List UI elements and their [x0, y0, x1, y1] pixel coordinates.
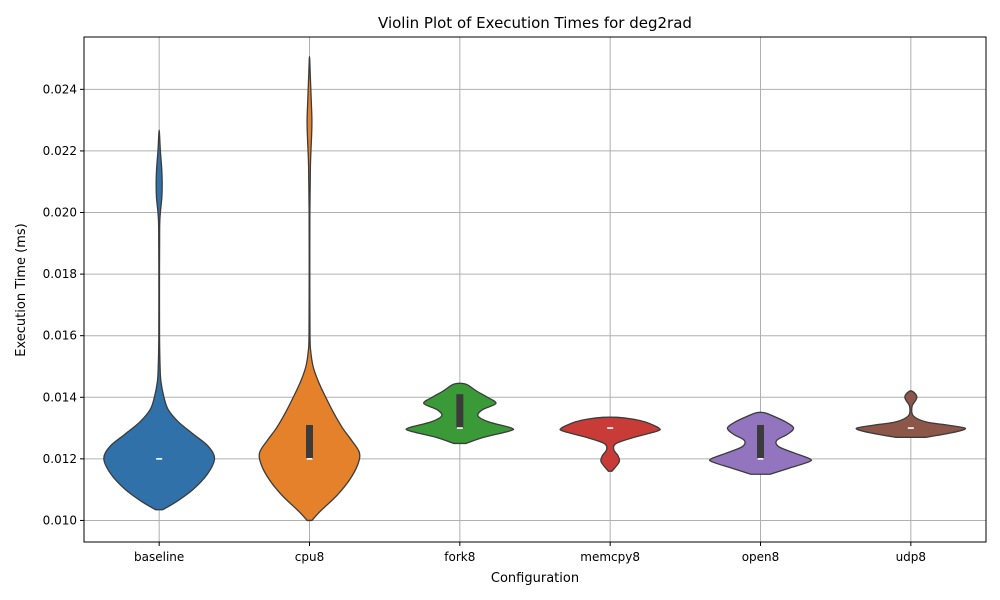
y-tick-label: 0.020	[43, 206, 77, 220]
plot-frame	[83, 36, 987, 543]
x-tick-label: memcpy8	[580, 550, 640, 564]
x-axis-label: Configuration	[491, 571, 579, 586]
iqr-box-cpu8	[306, 424, 313, 459]
y-tick-label: 0.022	[43, 144, 77, 158]
y-tick-label: 0.012	[43, 452, 77, 466]
iqr-box-fork8	[456, 394, 464, 429]
x-tick-label: cpu8	[295, 550, 324, 564]
y-tick-label: 0.018	[43, 267, 77, 281]
axis-ticks: 0.010 0.012 0.014 0.016 0.018 0.020 0.022 0.024…	[43, 82, 926, 564]
violin-memcpy8	[559, 416, 661, 472]
iqr-box-open8	[757, 424, 764, 459]
inner-boxes	[156, 394, 914, 460]
y-tick-label: 0.024	[43, 82, 77, 96]
y-tick-label: 0.014	[43, 390, 77, 404]
violin-cpu8	[258, 55, 361, 522]
y-tick-label: 0.010	[43, 513, 77, 527]
x-tick-label: fork8	[444, 550, 475, 564]
x-tick-label: baseline	[134, 550, 184, 564]
x-tick-label: open8	[742, 550, 780, 564]
y-tick-label: 0.016	[43, 329, 77, 343]
y-axis-label: Execution Time (ms)	[14, 223, 29, 356]
chart-title: Violin Plot of Execution Times for deg2r…	[378, 14, 692, 32]
x-tick-label: udp8	[896, 550, 926, 564]
violin-baseline	[103, 129, 216, 511]
violin-udp8	[855, 390, 967, 438]
